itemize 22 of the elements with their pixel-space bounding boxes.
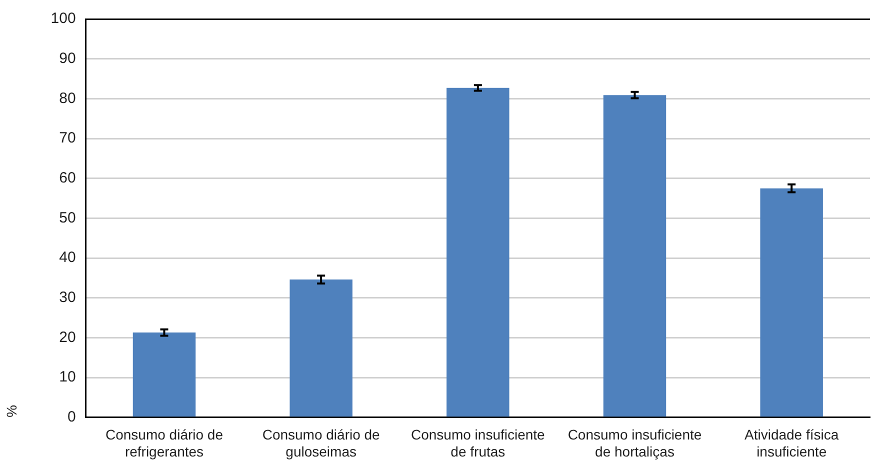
y-tick-label: 60 [59,170,76,186]
x-tick-label: Consumo diário de refrigerantes [105,426,224,460]
y-tick-label: 50 [59,209,76,226]
bar [760,188,823,417]
y-tick-label: 70 [59,130,76,147]
y-tick-label: 30 [59,289,76,306]
y-tick-label: 20 [59,328,76,346]
y-tick-label: 40 [59,249,76,266]
y-tick-label: 100 [50,10,76,28]
y-tick-label: 80 [59,90,76,107]
y-tick-label: 10 [59,368,76,386]
x-tick-label: Atividade física insuficiente [744,426,839,460]
bar [290,280,352,417]
y-axis-title: % [3,404,20,418]
bar [132,332,196,417]
y-tick-label: 90 [59,50,76,67]
bar [446,88,510,417]
x-tick-label: Consumo insuficiente de hortaliças [568,426,702,460]
bar [603,95,666,417]
x-tick-label: Consumo insuficiente de frutas [410,426,546,460]
x-tick-label: Consumo diário de guloseimas [262,426,380,460]
y-tick-label: 0 [67,408,76,426]
